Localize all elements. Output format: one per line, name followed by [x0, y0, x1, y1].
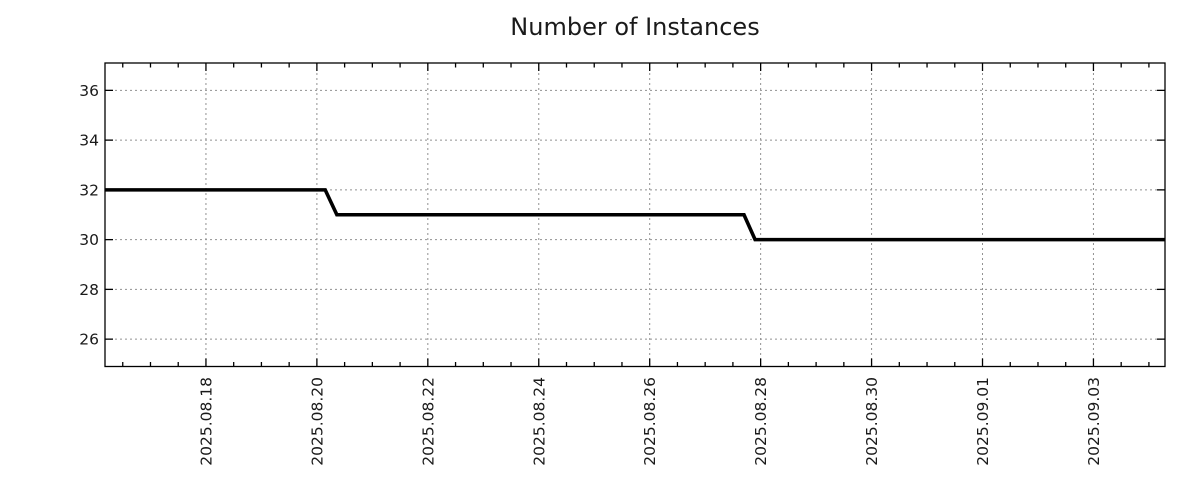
plot-border — [104, 62, 1166, 368]
x-tick-label: 2025.09.01 — [974, 377, 992, 466]
x-tick-label: 2025.08.20 — [308, 377, 326, 466]
y-tick-label: 36 — [79, 82, 99, 100]
x-tick-label: 2025.09.03 — [1085, 377, 1103, 466]
x-tick-label: 2025.08.26 — [641, 377, 659, 466]
y-tick-label: 30 — [79, 231, 99, 249]
x-tick-label: 2025.08.28 — [752, 377, 770, 466]
x-tick-label: 2025.08.30 — [863, 377, 881, 466]
x-tick-label: 2025.08.18 — [197, 377, 215, 466]
y-tick-label: 26 — [79, 331, 99, 349]
x-tick-label: 2025.08.24 — [530, 377, 548, 466]
y-tick-label: 32 — [79, 181, 99, 199]
y-tick-label: 28 — [79, 281, 99, 299]
chart-title: Number of Instances — [510, 13, 760, 41]
x-tick-label: 2025.08.22 — [419, 377, 437, 466]
y-tick-label: 34 — [79, 132, 99, 150]
instances-line — [105, 188, 1165, 242]
